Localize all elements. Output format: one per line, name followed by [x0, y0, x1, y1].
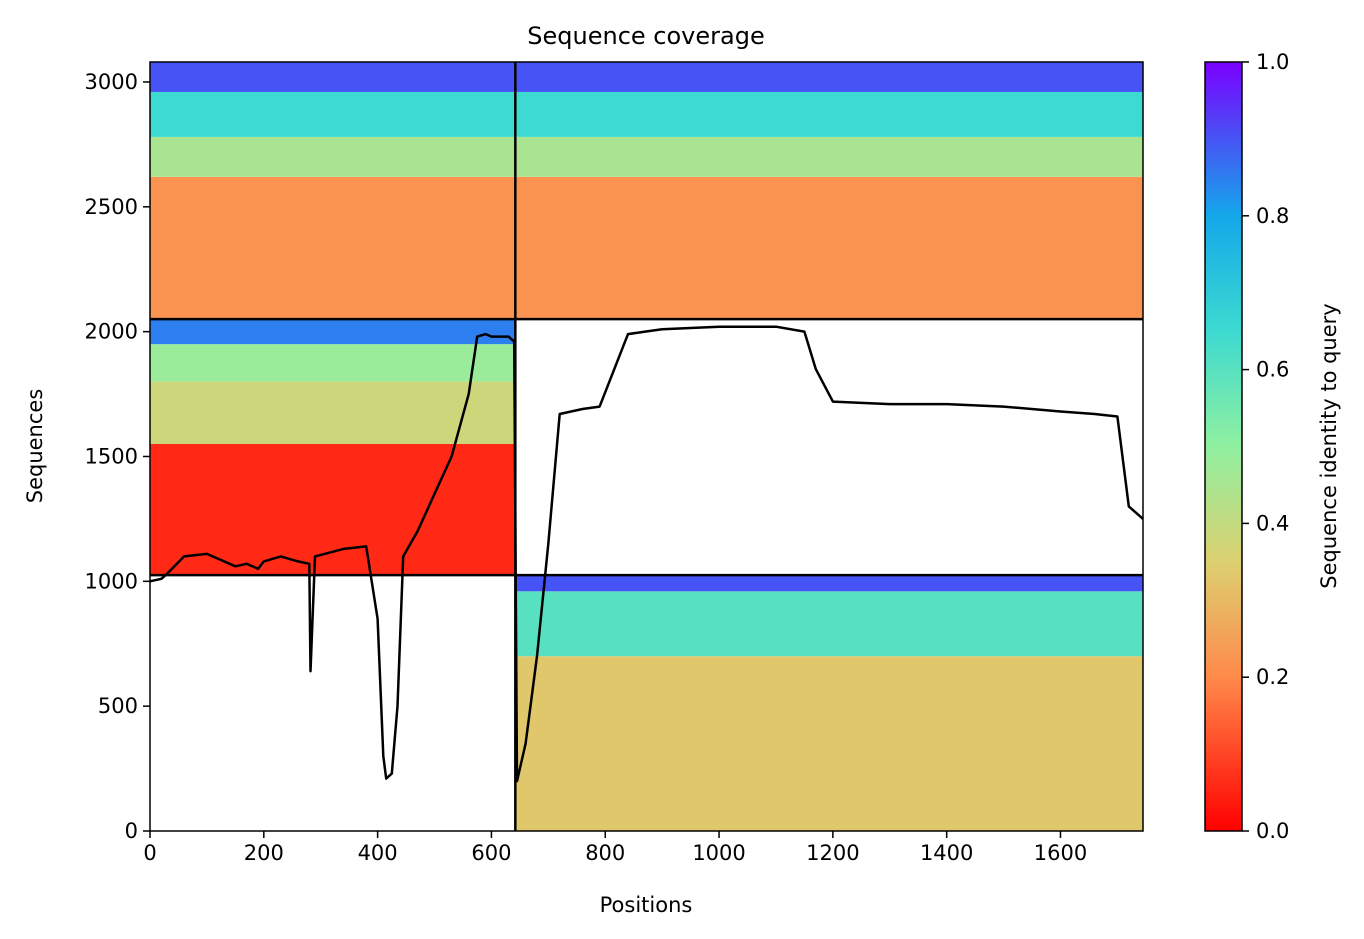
colorbar	[1204, 61, 1243, 832]
x-axis-label: Positions	[600, 893, 693, 917]
identity-band	[515, 575, 1143, 592]
x-tick-label: 400	[358, 841, 398, 865]
y-tick-label: 1500	[85, 444, 138, 468]
identity-band	[150, 319, 516, 345]
identity-band	[150, 444, 516, 576]
colorbar-tick-label: 0.8	[1256, 204, 1289, 228]
identity-band	[515, 176, 1143, 320]
identity-band	[150, 62, 516, 92]
identity-band	[515, 591, 1143, 657]
plot-frame	[149, 61, 1144, 832]
x-tick-label: 800	[585, 841, 625, 865]
x-tick-label: 200	[244, 841, 284, 865]
coverage-line-layer	[149, 325, 1144, 783]
y-tick-label: 0	[125, 819, 138, 843]
x-tick-label: 1200	[806, 841, 859, 865]
identity-band	[515, 136, 1143, 177]
chart-title: Sequence coverage	[527, 22, 764, 50]
y-tick-label: 1000	[85, 569, 138, 593]
colorbar-tick-label: 0.2	[1256, 665, 1289, 689]
chain-boundaries	[150, 62, 1143, 831]
colorbar-tick-label: 1.0	[1256, 50, 1289, 74]
coverage-block-chain2-only	[515, 62, 1143, 320]
y-tick-label: 2000	[85, 320, 138, 344]
coverage-block-chain1-only	[150, 62, 516, 320]
identity-band	[150, 344, 516, 382]
y-axis: 0 500 1000 1500 2000 2500 3000	[85, 70, 150, 843]
x-tick-label: 1400	[920, 841, 973, 865]
y-tick-label: 500	[98, 694, 138, 718]
x-tick-label: 0	[143, 841, 156, 865]
colorbar-tick-label: 0.4	[1256, 511, 1289, 535]
identity-band	[515, 91, 1143, 137]
identity-band	[150, 381, 516, 445]
x-tick-label: 1000	[692, 841, 745, 865]
plot-area	[150, 62, 1143, 831]
coverage-block-chain1-paired	[150, 319, 516, 576]
identity-band	[515, 62, 1143, 92]
colorbar-label: Sequence identity to query	[1317, 303, 1341, 588]
colorbar-tick-label: 0.0	[1256, 819, 1289, 843]
y-tick-label: 2500	[85, 195, 138, 219]
x-tick-label: 1600	[1034, 841, 1087, 865]
coverage-block-chain2-unpaired	[515, 575, 1143, 831]
identity-band	[515, 656, 1143, 831]
coverage-line	[149, 325, 1144, 783]
colorbar-ticks: 0.0 0.2 0.4 0.6 0.8 1.0	[1242, 50, 1289, 843]
identity-band	[150, 176, 516, 320]
colorbar-tick-label: 0.6	[1256, 358, 1289, 382]
y-axis-label: Sequences	[23, 389, 47, 504]
x-tick-label: 600	[471, 841, 511, 865]
y-tick-label: 3000	[85, 70, 138, 94]
x-axis: 0 200 400 600 800 1000 1200 1400 1600	[143, 831, 1087, 865]
identity-band	[150, 91, 516, 137]
identity-band	[150, 136, 516, 177]
